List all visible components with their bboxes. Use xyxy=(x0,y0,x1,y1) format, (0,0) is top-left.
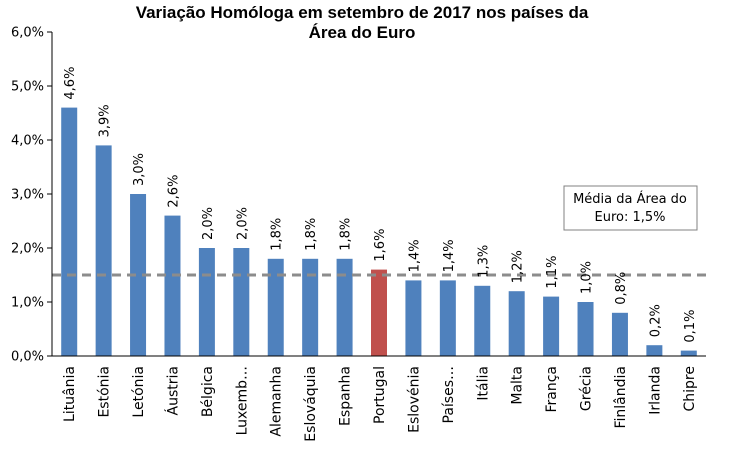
data-label: 1,4% xyxy=(407,239,422,272)
category-label: Bélgica xyxy=(200,366,216,417)
category-label: Estónia xyxy=(97,366,113,418)
bar xyxy=(405,280,422,356)
reference-annotation-box xyxy=(563,185,698,231)
bar xyxy=(130,194,147,356)
y-tick-label: 2,0% xyxy=(11,242,44,257)
category-label: Alemanha xyxy=(269,366,285,437)
reference-annotation-line2: Euro: 1,5% xyxy=(594,210,665,225)
category-label: Lituânia xyxy=(62,366,78,422)
bar xyxy=(680,350,697,356)
category-label: Luxemb… xyxy=(234,366,250,435)
category-label: Eslováquia xyxy=(303,366,319,442)
bar xyxy=(611,312,628,356)
category-label: Irlanda xyxy=(647,366,663,415)
y-tick-label: 6,0% xyxy=(11,26,44,41)
category-label: Grécia xyxy=(579,366,595,411)
data-label: 1,6% xyxy=(373,229,388,262)
data-label: 1,8% xyxy=(304,218,319,251)
reference-annotation: Média da Área do Euro: 1,5% xyxy=(563,185,698,231)
category-label: Áustria xyxy=(164,366,181,415)
data-label: 3,0% xyxy=(132,153,147,186)
y-tick-label: 5,0% xyxy=(11,80,44,95)
category-label: Finlândia xyxy=(613,366,629,429)
category-label: Portugal xyxy=(372,366,388,424)
bar xyxy=(646,345,663,356)
bar xyxy=(508,291,525,356)
data-label: 3,9% xyxy=(98,104,113,137)
category-label: Eslovénia xyxy=(406,366,422,433)
data-label: 0,1% xyxy=(683,310,698,343)
data-label: 1,3% xyxy=(476,245,491,278)
chart-title-line1: Variação Homóloga em setembro de 2017 no… xyxy=(136,3,589,22)
bar xyxy=(233,248,250,356)
data-label: 1,8% xyxy=(339,218,354,251)
bar xyxy=(439,280,456,356)
category-label: Letónia xyxy=(131,366,147,418)
y-tick-label: 3,0% xyxy=(11,188,44,203)
data-label: 1,0% xyxy=(580,261,595,294)
data-label: 1,4% xyxy=(442,239,457,272)
chart-title-line2: Área do Euro xyxy=(309,23,416,42)
bars xyxy=(61,107,697,356)
bar xyxy=(61,107,78,356)
data-label: 0,8% xyxy=(614,272,629,305)
y-tick-label: 1,0% xyxy=(11,296,44,311)
bar xyxy=(198,248,215,356)
y-axis-ticks: 0,0% 1,0% 2,0% 3,0% 4,0% 5,0% 6,0% xyxy=(11,26,52,365)
category-label: França xyxy=(544,366,560,413)
bar xyxy=(95,145,112,356)
bar xyxy=(267,258,284,356)
category-labels: Lituânia Estónia Letónia Áustria Bélgica Luxe… xyxy=(62,366,698,442)
y-tick-label: 4,0% xyxy=(11,134,44,149)
bar xyxy=(164,215,181,356)
data-label: 1,2% xyxy=(511,250,526,283)
category-label: Malta xyxy=(510,366,526,405)
data-labels: 4,6% 3,9% 3,0% 2,6% 2,0% 2,0% 1,8% 1,8% 1,8% 1,6%… xyxy=(63,67,698,343)
category-label: Espanha xyxy=(338,366,354,426)
category-label: Chipre xyxy=(682,366,698,412)
data-label: 4,6% xyxy=(63,67,78,100)
bar-highlight xyxy=(371,269,387,356)
category-label: Países… xyxy=(441,366,457,423)
bar xyxy=(336,258,353,356)
bar xyxy=(474,285,491,356)
data-label: 1,8% xyxy=(270,218,285,251)
y-tick-label: 0,0% xyxy=(11,350,44,365)
data-label: 1,1% xyxy=(545,256,560,289)
bar xyxy=(302,258,319,356)
data-label: 0,2% xyxy=(648,304,663,337)
category-label: Itália xyxy=(475,366,491,401)
data-label: 2,6% xyxy=(166,175,181,208)
bar xyxy=(577,302,594,356)
data-label: 2,0% xyxy=(201,207,216,240)
bar xyxy=(543,296,560,356)
data-label: 2,0% xyxy=(235,207,250,240)
reference-annotation-line1: Média da Área do xyxy=(573,191,687,207)
